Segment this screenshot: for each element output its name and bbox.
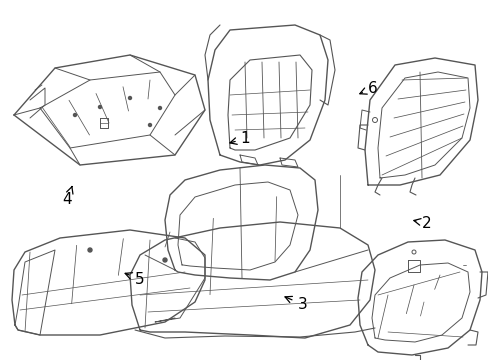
Circle shape (98, 105, 102, 108)
Text: 3: 3 (285, 296, 306, 312)
Circle shape (73, 113, 76, 117)
Circle shape (163, 258, 167, 262)
Text: 4: 4 (62, 186, 73, 207)
Circle shape (158, 107, 161, 109)
Text: 2: 2 (413, 216, 430, 231)
Text: 5: 5 (125, 271, 144, 287)
Circle shape (88, 248, 92, 252)
Text: 1: 1 (229, 131, 250, 146)
Circle shape (148, 123, 151, 126)
Text: 6: 6 (359, 81, 377, 96)
Circle shape (128, 96, 131, 99)
